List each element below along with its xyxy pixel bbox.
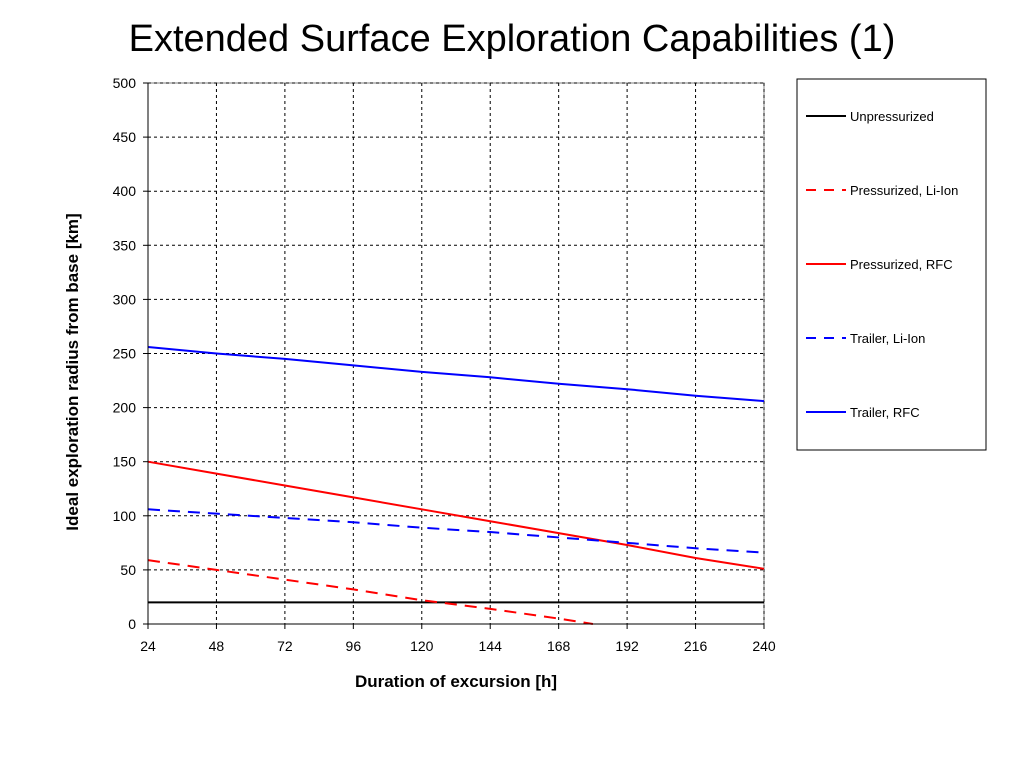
y-tick-label: 50 [120, 562, 136, 578]
y-tick-labels: 0 50 100 150 200 250 300 350 400 450 500 [113, 75, 148, 632]
x-tick-label: 72 [277, 638, 293, 654]
y-tick-label: 250 [113, 346, 137, 362]
legend: Unpressurized Pressurized, Li-Ion Pressuri… [796, 78, 987, 451]
x-tick-label: 240 [752, 638, 776, 654]
y-tick-label: 400 [113, 183, 137, 199]
x-tick-label: 216 [684, 638, 708, 654]
y-tick-label: 100 [113, 508, 137, 524]
y-tick-label: 500 [113, 75, 137, 91]
series-line [147, 559, 594, 625]
y-tick-label: 150 [113, 454, 137, 470]
x-tick-label: 192 [615, 638, 639, 654]
x-tick-label: 96 [346, 638, 362, 654]
legend-label: Trailer, RFC [850, 405, 920, 420]
x-tick-label: 168 [547, 638, 571, 654]
slide-title: Extended Surface Exploration Capabilitie… [128, 18, 896, 60]
series-line [147, 460, 765, 570]
legend-label: Unpressurized [850, 109, 934, 124]
y-tick-label: 450 [113, 129, 137, 145]
series-layer [147, 346, 765, 625]
y-tick-label: 300 [113, 291, 137, 307]
y-tick-label: 350 [113, 237, 137, 253]
x-tick-label: 24 [140, 638, 156, 654]
legend-label: Pressurized, Li-Ion [850, 183, 958, 198]
y-tick-label: 200 [113, 400, 137, 416]
series-line [147, 508, 765, 554]
x-tick-label: 48 [209, 638, 225, 654]
legend-label: Pressurized, RFC [850, 257, 953, 272]
series-line [147, 346, 765, 403]
y-axis-title: Ideal exploration radius from base [km] [63, 213, 82, 530]
x-axis-title: Duration of excursion [h] [355, 672, 557, 691]
x-tick-label: 120 [410, 638, 434, 654]
legend-label: Trailer, Li-Ion [850, 331, 925, 346]
x-tick-label: 144 [479, 638, 503, 654]
x-tick-labels: 24 48 72 96 120 144 168 192 216 240 [140, 624, 776, 654]
y-tick-label: 0 [128, 616, 136, 632]
